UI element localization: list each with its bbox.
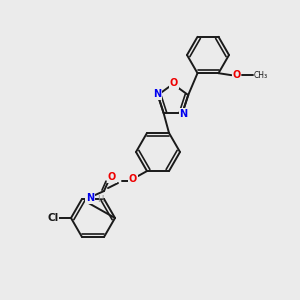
Text: O: O bbox=[129, 174, 137, 184]
Text: N: N bbox=[179, 109, 188, 119]
Text: O: O bbox=[108, 172, 116, 182]
Text: CH₃: CH₃ bbox=[254, 71, 268, 80]
Text: N: N bbox=[86, 193, 94, 203]
Text: O: O bbox=[170, 78, 178, 88]
Text: O: O bbox=[232, 70, 241, 80]
Text: H: H bbox=[97, 195, 104, 204]
Text: Cl: Cl bbox=[47, 213, 58, 223]
Text: N: N bbox=[153, 89, 161, 99]
